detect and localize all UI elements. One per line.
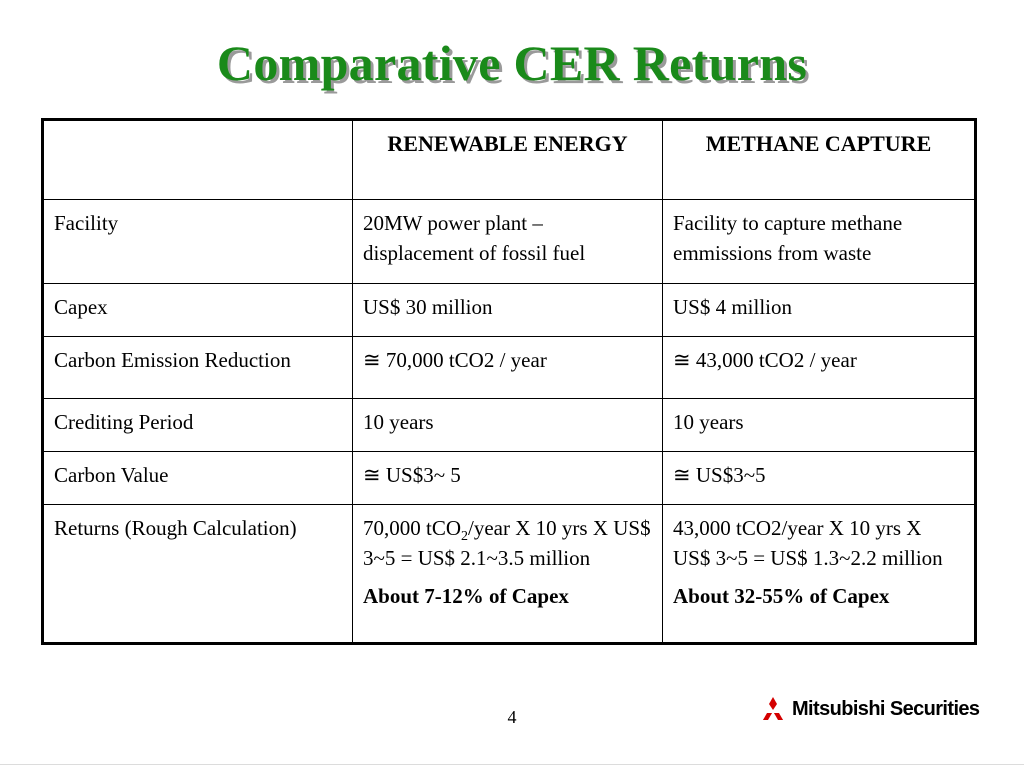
renewable-calculation: 70,000 tCO2/year X 10 yrs X US$ 3~5 = US…: [363, 516, 651, 570]
table-row-emission-reduction: Carbon Emission Reduction ≅ 70,000 tCO2 …: [42, 336, 976, 399]
header-cell-renewable: RENEWABLE ENERGY: [352, 119, 663, 200]
methane-cell: Facility to capture methane emmissions f…: [662, 199, 976, 284]
table-row-returns: Returns (Rough Calculation) 70,000 tCO2/…: [42, 504, 976, 644]
row-label: Returns (Rough Calculation): [42, 504, 353, 644]
renewable-cell: ≅ US$3~ 5: [352, 451, 663, 505]
table-row-crediting-period: Crediting Period 10 years 10 years: [42, 398, 976, 452]
methane-cell: ≅ US$3~5: [662, 451, 976, 505]
row-label: Carbon Value: [42, 451, 353, 505]
slide-title: Comparative CER Returns: [216, 35, 808, 91]
methane-cell: US$ 4 million: [662, 283, 976, 337]
brand-name: Mitsubishi Securities: [792, 697, 980, 720]
table-row-facility: Facility 20MW power plant – displacement…: [42, 199, 976, 284]
renewable-cell: ≅ 70,000 tCO2 / year: [352, 336, 663, 399]
renewable-cell: 70,000 tCO2/year X 10 yrs X US$ 3~5 = US…: [352, 504, 663, 644]
renewable-cell: 10 years: [352, 398, 663, 452]
methane-summary: About 32-55% of Capex: [673, 584, 890, 608]
renewable-cell: US$ 30 million: [352, 283, 663, 337]
methane-cell: 10 years: [662, 398, 976, 452]
row-label: Capex: [42, 283, 353, 337]
page-number: 4: [507, 707, 517, 727]
row-label: Carbon Emission Reduction: [42, 336, 353, 399]
methane-calculation: 43,000 tCO2/year X 10 yrs X US$ 3~5 = US…: [673, 516, 943, 570]
renewable-summary: About 7-12% of Capex: [363, 584, 569, 608]
three-diamonds-logo-icon: [763, 697, 783, 720]
methane-cell: ≅ 43,000 tCO2 / year: [662, 336, 976, 399]
methane-cell: 43,000 tCO2/year X 10 yrs X US$ 3~5 = US…: [662, 504, 976, 644]
row-label: Facility: [42, 199, 353, 284]
table-row-carbon-value: Carbon Value ≅ US$3~ 5 ≅ US$3~5: [42, 451, 976, 505]
renewable-cell: 20MW power plant – displacement of fossi…: [352, 199, 663, 284]
table-header-row: RENEWABLE ENERGY METHANE CAPTURE: [42, 119, 976, 200]
row-label: Crediting Period: [42, 398, 353, 452]
header-cell-methane: METHANE CAPTURE: [662, 119, 976, 200]
bottom-divider: [0, 764, 1024, 765]
table-row-capex: Capex US$ 30 million US$ 4 million: [42, 283, 976, 337]
comparison-table: RENEWABLE ENERGY METHANE CAPTURE Facilit…: [41, 118, 977, 645]
header-cell-empty: [42, 119, 353, 200]
brand-logo: Mitsubishi Securities: [760, 697, 980, 721]
